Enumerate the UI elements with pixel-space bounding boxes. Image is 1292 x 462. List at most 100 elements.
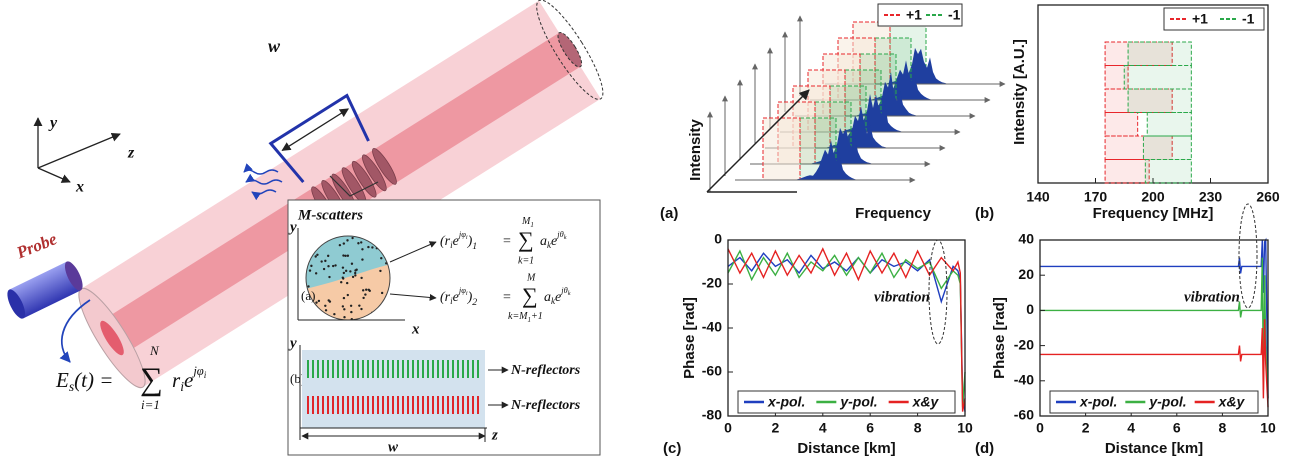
formula-token: +1 [531, 311, 543, 322]
highlight [1239, 204, 1257, 308]
x-axis-label: Frequency [855, 205, 932, 222]
band-box [763, 118, 800, 180]
scatter-dot [318, 300, 320, 302]
inset-z: z [491, 427, 498, 443]
x-axis-label: Frequency [MHz] [1093, 205, 1214, 222]
x-tick-label: 170 [1084, 189, 1108, 205]
formula-token: jθ [560, 286, 567, 295]
x-tick-label: 200 [1141, 189, 1165, 205]
formula-token: k [568, 290, 571, 297]
scatter-dot [379, 270, 381, 272]
range-bar [1105, 113, 1138, 137]
scatter-dot [362, 289, 364, 291]
sum-lower: k=1 [518, 255, 534, 266]
reflector-label: N-reflectors [510, 398, 581, 413]
formula-part: (riejφi)1 [440, 230, 477, 252]
scatter-dot [351, 263, 353, 265]
x-tick-label: 10 [1260, 420, 1276, 436]
scatter-dot [364, 293, 366, 295]
x-axis-label: Distance [km] [797, 440, 895, 457]
inset-y: y [288, 219, 297, 235]
range-bar [1145, 160, 1191, 184]
axis-z-label: z [127, 145, 135, 162]
scatter-dot [327, 255, 329, 257]
legend-label: -1 [1242, 11, 1255, 27]
range-bar [1128, 42, 1191, 66]
y-axis-label: Intensity [687, 119, 704, 181]
scatter-dot [333, 313, 335, 315]
x-tick-label: 6 [866, 420, 874, 436]
y-axis-label: Phase [rad] [991, 297, 1008, 379]
scatter-dot [352, 276, 354, 278]
formula-token: 2 [472, 297, 477, 308]
probe-label: Probe [13, 229, 60, 263]
y-tick-label: 40 [1018, 231, 1034, 247]
legend-label: y-pol. [839, 394, 877, 410]
scatter-dot [309, 269, 311, 271]
scatter-dot [320, 260, 322, 262]
series-line [1040, 258, 1268, 399]
scatter-dot [343, 272, 345, 274]
formula-token: k [564, 234, 567, 241]
x-tick-label: 4 [819, 420, 827, 436]
scatter-dot [345, 270, 347, 272]
scatter-dot [347, 294, 349, 296]
reflector-label: N-reflectors [510, 363, 581, 378]
scatter-dot [344, 255, 346, 257]
axis-y-label: y [48, 115, 58, 132]
x-tick-label: 260 [1256, 189, 1280, 205]
formula-part: riejφi [172, 364, 207, 394]
x-tick-label: 6 [1173, 420, 1181, 436]
inset-y-b: y [288, 335, 297, 351]
scatter-dot [371, 246, 373, 248]
formula-token: k=M [508, 311, 528, 322]
scatter-dot [327, 265, 329, 267]
scatter-dot [342, 305, 344, 307]
eq: = [503, 290, 511, 305]
w-label: w [268, 36, 281, 56]
scatter-dot [361, 258, 363, 260]
scatter-dot [347, 255, 349, 257]
panel-label: (d) [975, 440, 994, 457]
legend-label: x&y [912, 394, 940, 410]
formula-token: i [204, 371, 207, 381]
scatter-dot [358, 304, 360, 306]
scatter-dot [328, 276, 330, 278]
formula-part: Es(t) = [55, 368, 113, 394]
y-axis-label: Intensity [A.U.] [1011, 39, 1028, 145]
x-tick-label: 140 [1026, 189, 1050, 205]
x-tick-label: 0 [724, 420, 732, 436]
x-tick-label: 8 [914, 420, 922, 436]
page: {"diagram": { "axis_y": "y", "axis_z": "… [0, 0, 1292, 462]
y-tick-label: -40 [1014, 372, 1034, 388]
formula-token: (t) = [74, 368, 113, 392]
x-axis-label: Distance [km] [1105, 440, 1203, 457]
scatter-dot [342, 266, 344, 268]
y-tick-label: 0 [714, 231, 722, 247]
scatter-dot [357, 242, 359, 244]
y-tick-label: -20 [1014, 336, 1034, 352]
scatter-dot [332, 265, 334, 267]
plot-frame [728, 240, 965, 416]
scatter-dot [328, 299, 330, 301]
formula-token: 1 [472, 241, 477, 252]
scatter-dot [340, 281, 342, 283]
scatter-dot [343, 297, 345, 299]
probe [4, 259, 86, 321]
scatter-dot [367, 246, 369, 248]
legend-label: +1 [1192, 11, 1208, 27]
scatter-dot [355, 269, 357, 271]
y-tick-label: -20 [702, 275, 722, 291]
scatter-dot [342, 254, 344, 256]
scatter-dot [360, 241, 362, 243]
scatter-dot [314, 255, 316, 257]
formula-token: a [544, 290, 551, 305]
y-tick-label: -60 [702, 363, 722, 379]
axis-x-label: x [75, 179, 84, 196]
formula-token: jφ [191, 364, 203, 378]
sum: ∑ [140, 360, 163, 396]
legend-label: x&y [1218, 394, 1246, 410]
inset-title: M-scatters [297, 207, 363, 223]
panel-label: (c) [663, 440, 681, 457]
y-tick-label: 20 [1018, 266, 1034, 282]
